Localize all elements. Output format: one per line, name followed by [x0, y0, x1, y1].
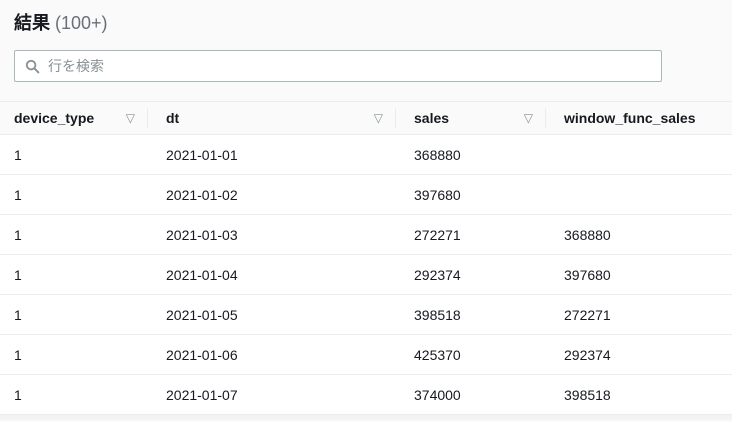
- column-label: window_func_sales: [564, 110, 696, 126]
- table-row[interactable]: 1 2021-01-02 397680: [0, 175, 732, 215]
- cell-device_type: 1: [14, 386, 22, 403]
- column-header-sales[interactable]: sales ▽: [396, 102, 546, 134]
- results-title-row: 結果 (100+): [0, 0, 732, 36]
- cell-dt: 2021-01-06: [166, 346, 238, 363]
- table-row[interactable]: 1 2021-01-01 368880: [0, 135, 732, 175]
- cell-dt: 2021-01-02: [166, 186, 238, 203]
- table-row[interactable]: 1 2021-01-06 425370 292374: [0, 335, 732, 375]
- cell-sales: 397680: [414, 186, 461, 203]
- cell-window_func_sales: 272271: [564, 306, 611, 323]
- column-label: dt: [166, 110, 180, 126]
- cell-dt: 2021-01-03: [166, 226, 238, 243]
- cell-dt: 2021-01-01: [166, 146, 238, 163]
- cell-window_func_sales: [546, 135, 732, 174]
- cell-device_type: 1: [14, 146, 22, 163]
- cell-window_func_sales: 397680: [564, 266, 611, 283]
- cell-sales: 292374: [414, 266, 461, 283]
- table-header-row: device_type ▽ dt ▽ sales ▽ window_func_sales: [0, 101, 732, 135]
- cell-window_func_sales: [546, 175, 732, 214]
- cell-device_type: 1: [14, 346, 22, 363]
- column-header-window_func_sales[interactable]: window_func_sales: [546, 102, 732, 134]
- cell-dt: 2021-01-07: [166, 386, 238, 403]
- table-body: 1 2021-01-01 368880 1 2021-01-02 397680 1 2021-…: [0, 135, 732, 415]
- cell-dt: 2021-01-05: [166, 306, 238, 323]
- cell-window_func_sales: 368880: [564, 226, 611, 243]
- column-header-device_type[interactable]: device_type ▽: [0, 102, 148, 134]
- search-input[interactable]: [48, 58, 653, 74]
- table-row[interactable]: 1 2021-01-03 272271 368880: [0, 215, 732, 255]
- sort-icon[interactable]: ▽: [523, 111, 533, 125]
- cell-device_type: 1: [14, 306, 22, 323]
- table-row[interactable]: 1 2021-01-05 398518 272271: [0, 295, 732, 335]
- search-box: [14, 50, 662, 82]
- cell-sales: 425370: [414, 346, 461, 363]
- cell-window_func_sales: 292374: [564, 346, 611, 363]
- cell-sales: 272271: [414, 226, 461, 243]
- horizontal-scrollbar-track[interactable]: [0, 415, 732, 420]
- cell-sales: 368880: [414, 146, 461, 163]
- cell-device_type: 1: [14, 266, 22, 283]
- search-icon: [25, 59, 40, 73]
- table-row[interactable]: 1 2021-01-07 374000 398518: [0, 375, 732, 415]
- column-header-dt[interactable]: dt ▽: [148, 102, 396, 134]
- sort-icon[interactable]: ▽: [125, 111, 135, 125]
- page-title: 結果: [14, 13, 50, 33]
- column-label: device_type: [14, 110, 95, 126]
- cell-device_type: 1: [14, 186, 22, 203]
- sort-icon[interactable]: ▽: [373, 111, 383, 125]
- cell-window_func_sales: 398518: [564, 386, 611, 403]
- cell-sales: 398518: [414, 306, 461, 323]
- results-count-badge: (100+): [55, 13, 108, 33]
- cell-device_type: 1: [14, 226, 22, 243]
- results-table: device_type ▽ dt ▽ sales ▽ window_func_sales 1…: [0, 101, 732, 420]
- cell-sales: 374000: [414, 386, 461, 403]
- column-label: sales: [414, 110, 450, 126]
- table-row[interactable]: 1 2021-01-04 292374 397680: [0, 255, 732, 295]
- cell-dt: 2021-01-04: [166, 266, 238, 283]
